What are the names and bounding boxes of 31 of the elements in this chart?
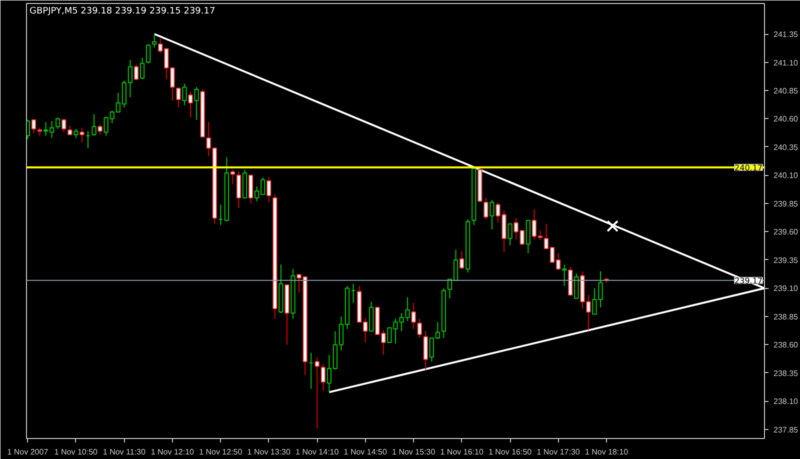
y-tick-label: 239.85 xyxy=(774,199,799,208)
x-tick-label: 1 Nov 11:30 xyxy=(102,448,146,456)
y-tick-label: 238.60 xyxy=(774,340,799,350)
x-tick-label: 1 Nov 16:50 xyxy=(488,448,532,456)
x-tick-label: 1 Nov 12:50 xyxy=(199,448,243,456)
x-tick-label: 1 Nov 14:50 xyxy=(344,448,388,456)
x-tick-label: 1 Nov 13:30 xyxy=(247,448,292,456)
y-tick-label: 241.35 xyxy=(774,30,799,40)
x-tick-label: 1 Nov 14:10 xyxy=(296,448,340,456)
x-tick-label: 1 Nov 2007 xyxy=(7,448,49,456)
x-tick-label: 1 Nov 12:10 xyxy=(150,448,195,456)
x-tick-label: 1 Nov 16:10 xyxy=(440,448,484,456)
y-tick-label: 239.10 xyxy=(774,284,799,294)
y-tick-label: 238.85 xyxy=(774,312,799,322)
y-tick-label: 240.60 xyxy=(774,114,799,124)
y-tick-label: 239.60 xyxy=(774,228,799,237)
y-tick-label: 238.10 xyxy=(774,397,799,406)
y-tick-label: 239.35 xyxy=(774,256,799,265)
y-tick-label: 241.10 xyxy=(774,58,799,68)
x-tick-label: 1 Nov 17:30 xyxy=(536,448,580,456)
x-tick-label: 1 Nov 18:10 xyxy=(584,448,629,456)
y-tick-label: 240.85 xyxy=(774,86,799,96)
x-tick-label: 1 Nov 10:50 xyxy=(54,448,98,456)
ref-line-label: 240.17 xyxy=(734,163,763,172)
y-tick-label: 240.10 xyxy=(774,171,799,180)
ref-line-label: 239.17 xyxy=(734,276,763,286)
chart-title: GBPJPY,M5 239.18 239.19 239.15 239.17 xyxy=(30,6,216,16)
y-tick-label: 237.85 xyxy=(774,425,799,434)
x-tick-label: 1 Nov 15:30 xyxy=(392,448,436,456)
y-tick-label: 238.35 xyxy=(774,368,799,378)
y-tick-label: 240.35 xyxy=(774,142,799,152)
